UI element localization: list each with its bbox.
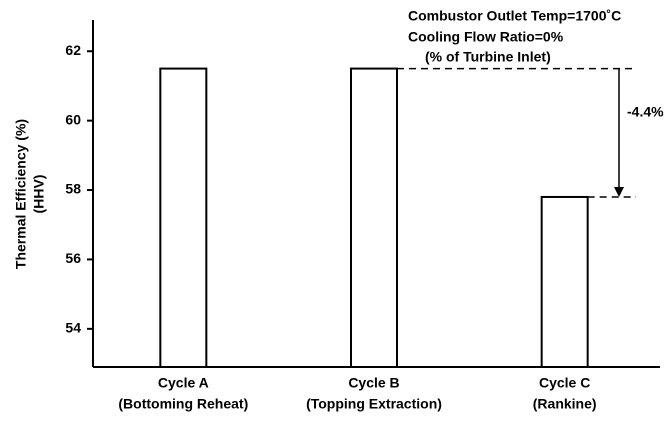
annotation: -4.4% — [627, 104, 664, 120]
bar — [350, 67, 398, 369]
y-tick-label: 60 — [65, 111, 81, 127]
x-tick-label: (Topping Extraction) — [306, 396, 442, 412]
bar — [159, 67, 208, 369]
x-tick-label: Cycle A — [158, 375, 209, 391]
y-tick-label: 62 — [65, 42, 81, 58]
y-label-line: Thermal Efficiency (%) — [13, 119, 29, 269]
annotation: (% of Turbine Inlet) — [425, 49, 551, 65]
arrow-head — [614, 186, 624, 197]
annotation: Cooling Flow Ratio=0% — [408, 29, 564, 45]
x-tick-label: (Bottoming Reheat) — [118, 396, 248, 412]
bar — [540, 195, 589, 368]
y-tick-label: 54 — [65, 320, 81, 336]
y-axis-label: Thermal Efficiency (%) (HHV) — [13, 119, 47, 269]
x-tick-label: Cycle B — [348, 375, 399, 391]
y-label-line: (HHV) — [31, 175, 47, 214]
y-tick-label: 58 — [65, 181, 81, 197]
y-tick-label: 56 — [65, 250, 81, 266]
x-tick-label: (Rankine) — [533, 396, 597, 412]
annotation: Combustor Outlet Temp=1700˚C — [408, 8, 621, 24]
x-tick-label: Cycle C — [539, 375, 590, 391]
